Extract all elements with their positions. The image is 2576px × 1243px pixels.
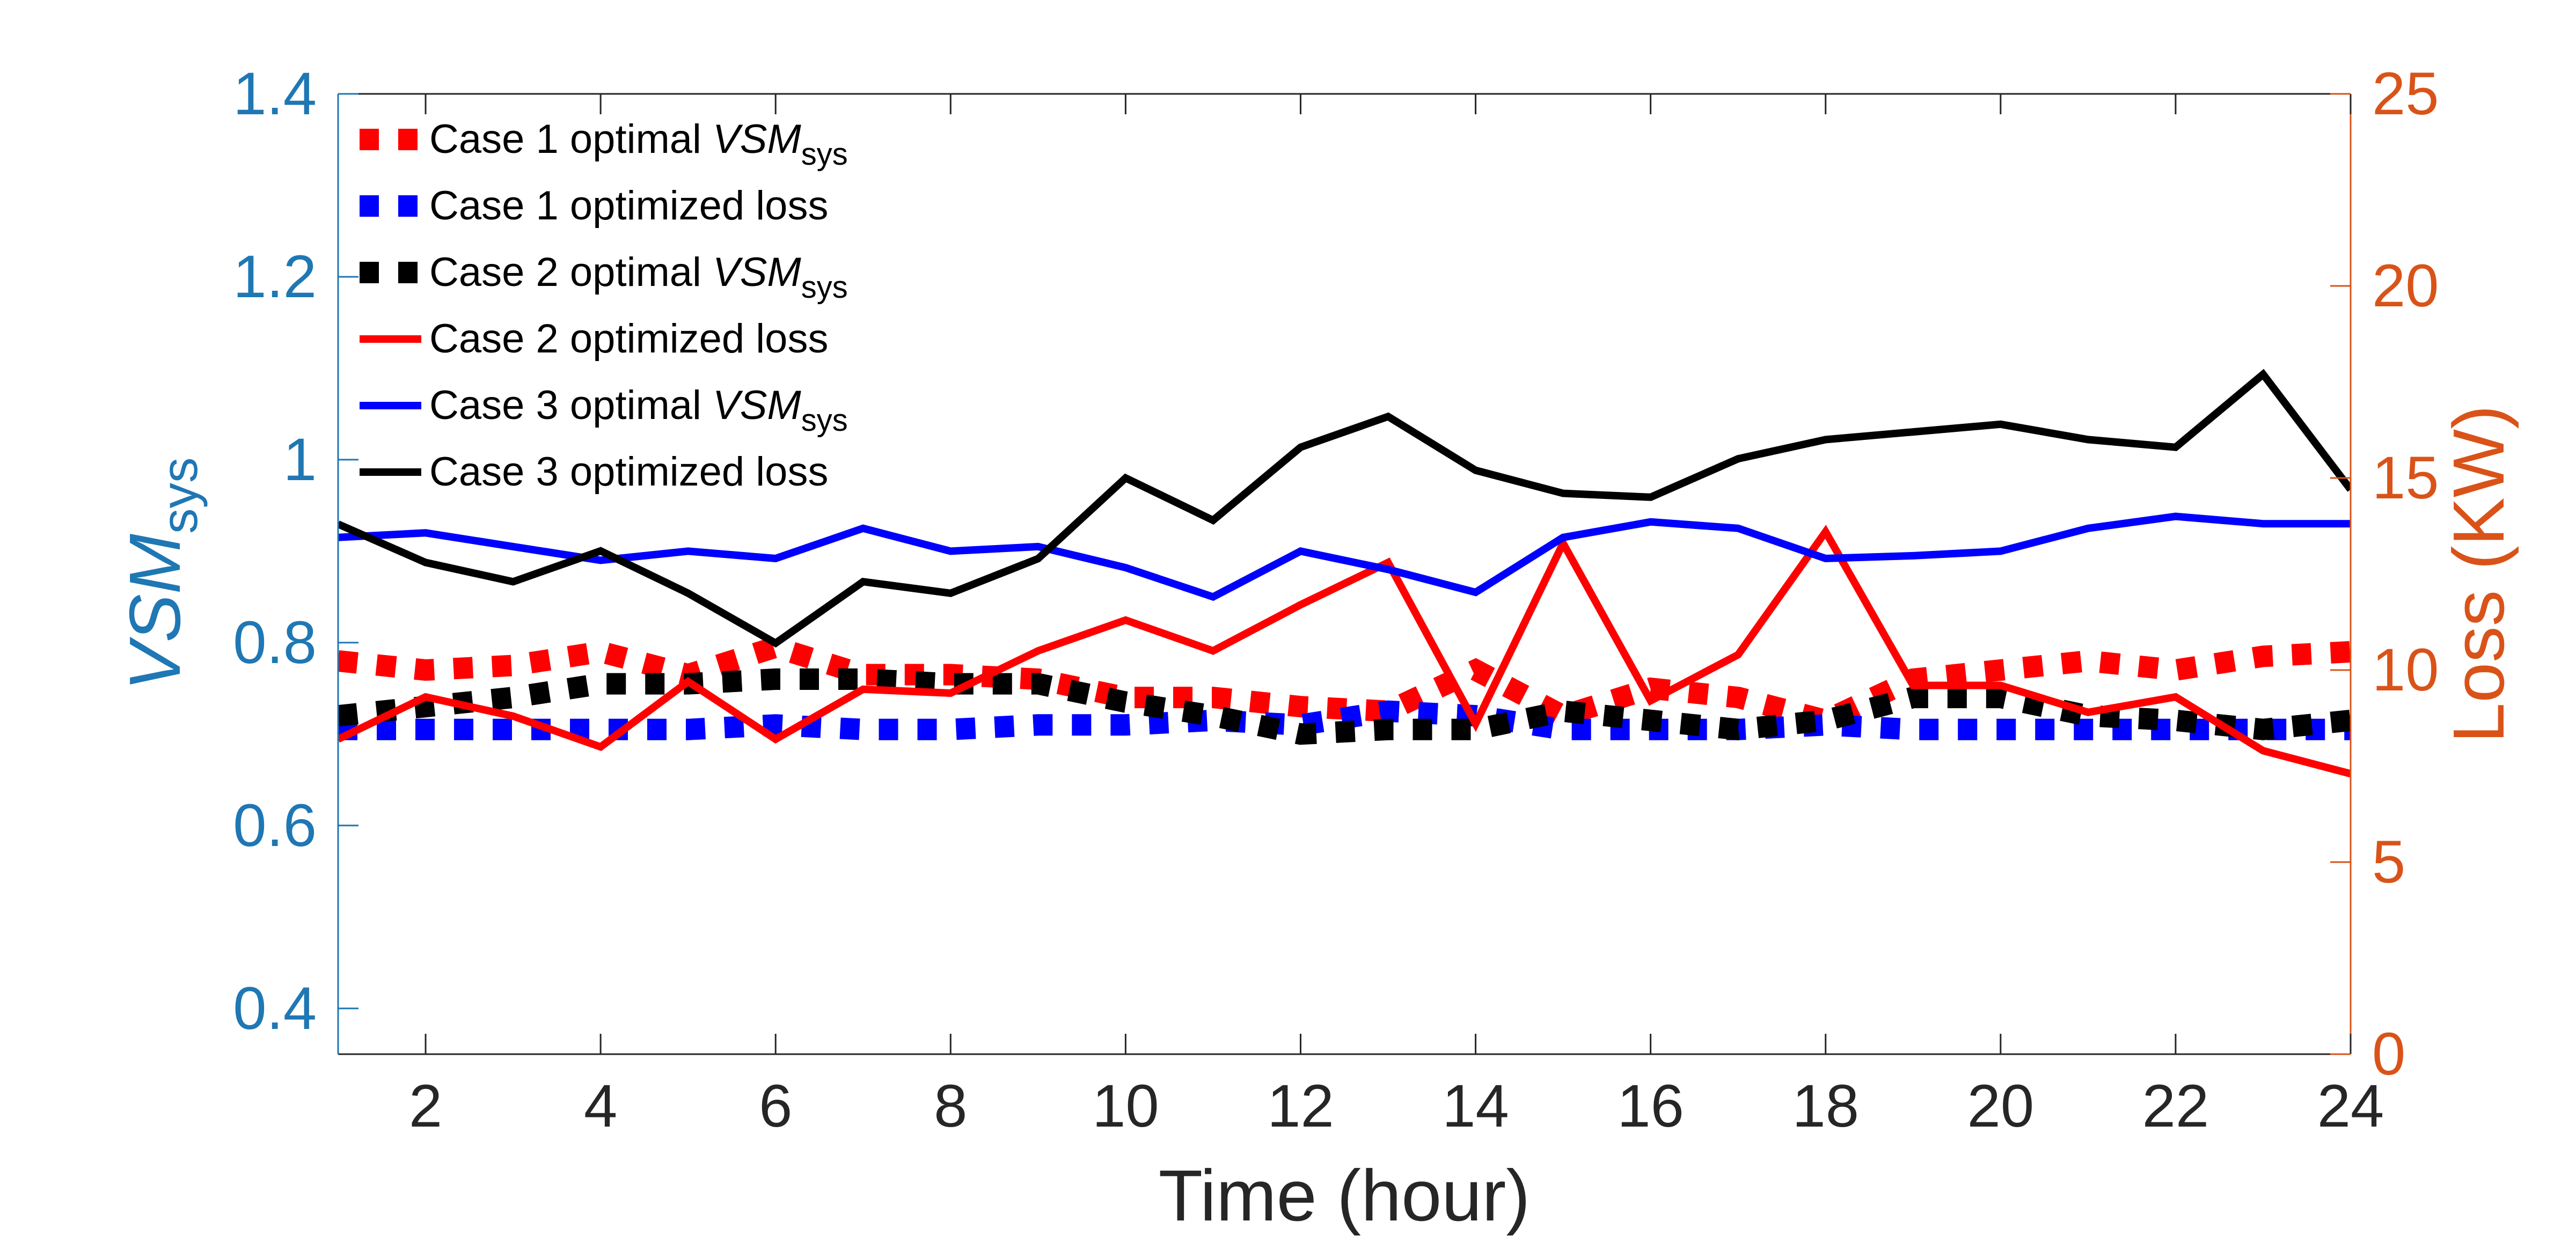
legend-label-2: Case 1 optimized loss — [429, 183, 828, 229]
legend-label-6: Case 3 optimized loss — [429, 449, 828, 495]
right-y-tick-label: 10 — [2372, 636, 2439, 703]
x-tick-label: 14 — [1442, 1072, 1509, 1139]
left-y-tick-label: 0.4 — [233, 975, 317, 1042]
left-y-tick-label: 1 — [283, 426, 317, 493]
legend-label-3: Case 2 optimal VSMsys — [429, 249, 848, 305]
x-tick-label: 8 — [934, 1072, 967, 1139]
left-y-axis-title: VSMsys — [114, 457, 208, 690]
legend-label-4: Case 2 optimized loss — [429, 316, 828, 362]
x-tick-label: 4 — [584, 1072, 617, 1139]
legend-label-italic: VSM — [713, 249, 801, 295]
series-line-2 — [338, 700, 2351, 740]
left-y-axis-title-main: VSM — [114, 533, 195, 690]
right-y-tick-label: 0 — [2372, 1020, 2405, 1087]
series-line-6 — [338, 369, 2351, 648]
legend-label-1: Case 1 optimal VSMsys — [429, 116, 848, 172]
left-y-axis-title-sub: sys — [151, 457, 208, 534]
left-y-tick-label: 0.8 — [233, 609, 317, 676]
legend-label-italic: VSM — [713, 383, 801, 428]
right-y-tick-label: 25 — [2372, 60, 2439, 127]
right-y-tick-label: 15 — [2372, 444, 2439, 511]
x-tick-label: 22 — [2142, 1072, 2209, 1139]
x-tick-label: 6 — [759, 1072, 792, 1139]
x-tick-label: 16 — [1617, 1072, 1684, 1139]
legend-label-text: Case 2 optimal — [429, 249, 713, 295]
axis-titles: Time (hour)VSMsys Loss (KW) — [114, 405, 2519, 1236]
legend-label-text: Case 3 optimal — [429, 383, 713, 428]
x-tick-label: 12 — [1267, 1072, 1334, 1139]
left-y-tick-label: 1.2 — [233, 243, 317, 310]
left-y-tick-label: 0.6 — [233, 792, 317, 859]
x-tick-label: 18 — [1792, 1072, 1859, 1139]
series-line-4 — [338, 525, 2351, 778]
axes — [337, 93, 2352, 1055]
right-y-tick-label: 5 — [2372, 828, 2405, 895]
legend-label-text: Case 1 optimal — [429, 116, 713, 162]
left-y-tick-label: 1.4 — [233, 60, 317, 127]
x-tick-label: 2 — [409, 1072, 442, 1139]
x-tick-label: 10 — [1092, 1072, 1159, 1139]
ticks: 2 4 6 8 10 12 14 16 18 20 22 240.40.60.811.21.40510… — [233, 60, 2439, 1139]
series-line-3 — [338, 668, 2351, 745]
legend-label-sub: sys — [801, 270, 848, 305]
x-tick-label: 20 — [1967, 1072, 2035, 1139]
legend-label-sub: sys — [801, 403, 848, 438]
x-tick-label: 24 — [2317, 1072, 2384, 1139]
legend-label-5: Case 3 optimal VSMsys — [429, 383, 848, 438]
plot-lines — [338, 369, 2351, 778]
x-axis-title: Time (hour) — [1159, 1155, 1531, 1236]
right-y-tick-label: 20 — [2372, 252, 2439, 319]
series-line-5 — [338, 512, 2351, 601]
legend-label-sub: sys — [801, 137, 848, 172]
right-y-axis-title: Loss (KW) — [2438, 405, 2519, 743]
legend-label-italic: VSM — [713, 116, 801, 162]
